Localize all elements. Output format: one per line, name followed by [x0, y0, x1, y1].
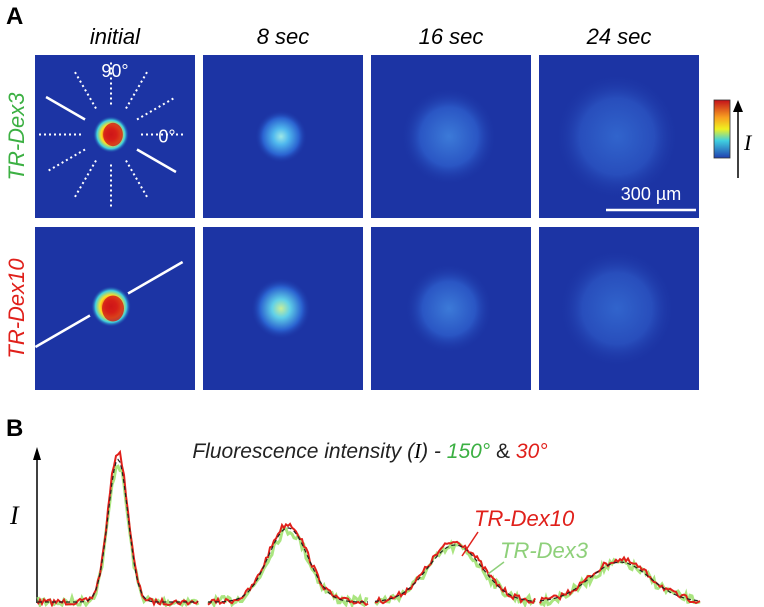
- angle-label: 90°: [101, 61, 128, 81]
- title-part: 30°: [516, 440, 548, 463]
- profile-fit: [374, 544, 536, 602]
- arrowhead: [733, 100, 743, 112]
- profile-line: [127, 260, 184, 295]
- arrowhead: [33, 447, 41, 460]
- panel-label: A: [6, 3, 23, 30]
- fluorescence-spot: [555, 73, 679, 200]
- title-part: ) -: [418, 440, 447, 463]
- scale-bar-label: 300 µm: [621, 184, 681, 204]
- fluorescence-spot: [559, 249, 675, 368]
- profile-trace: [36, 464, 200, 607]
- profile-line: [45, 95, 86, 121]
- title-part: 150°: [447, 440, 490, 463]
- fluorescence-core: [102, 295, 124, 322]
- profile-trace: [207, 525, 369, 607]
- profile-fit: [539, 561, 701, 602]
- title-part: &: [490, 440, 516, 463]
- fluorescence-spot: [251, 277, 311, 340]
- angle-label: 0°: [158, 127, 175, 147]
- column-header: 8 sec: [257, 24, 310, 49]
- profile-trace: [37, 449, 199, 607]
- series-label: TR-Dex10: [474, 506, 575, 531]
- column-header: initial: [90, 24, 141, 49]
- leader-line: [461, 531, 479, 557]
- fluorescence-spot: [405, 263, 493, 354]
- fluorescence-spot: [401, 87, 497, 186]
- column-header: 16 sec: [419, 24, 484, 49]
- profile-fit: [38, 458, 198, 603]
- row-label: TR-Dex10: [4, 258, 29, 359]
- colorbar: [713, 99, 731, 159]
- fluorescence-core: [103, 122, 123, 147]
- title-part: I: [413, 439, 422, 463]
- series-label: TR-Dex3: [500, 538, 589, 563]
- title-part: Fluorescence intensity (: [192, 440, 416, 463]
- profile-trace: [538, 555, 701, 607]
- fluorescence-spot: [255, 109, 307, 164]
- profile-line: [136, 148, 177, 174]
- profile-line: [34, 314, 91, 349]
- panel-label: B: [6, 415, 23, 442]
- plot-title: Fluorescence intensity (I) - 150° & 30°: [192, 439, 547, 463]
- colorbar-label: I: [743, 130, 753, 155]
- leader-line: [487, 561, 505, 575]
- row-label: TR-Dex3: [4, 92, 29, 181]
- column-header: 24 sec: [586, 24, 652, 49]
- profile-trace: [207, 522, 369, 607]
- profile-fit: [208, 527, 368, 603]
- y-label: I: [9, 501, 20, 530]
- profile-trace: [374, 540, 536, 605]
